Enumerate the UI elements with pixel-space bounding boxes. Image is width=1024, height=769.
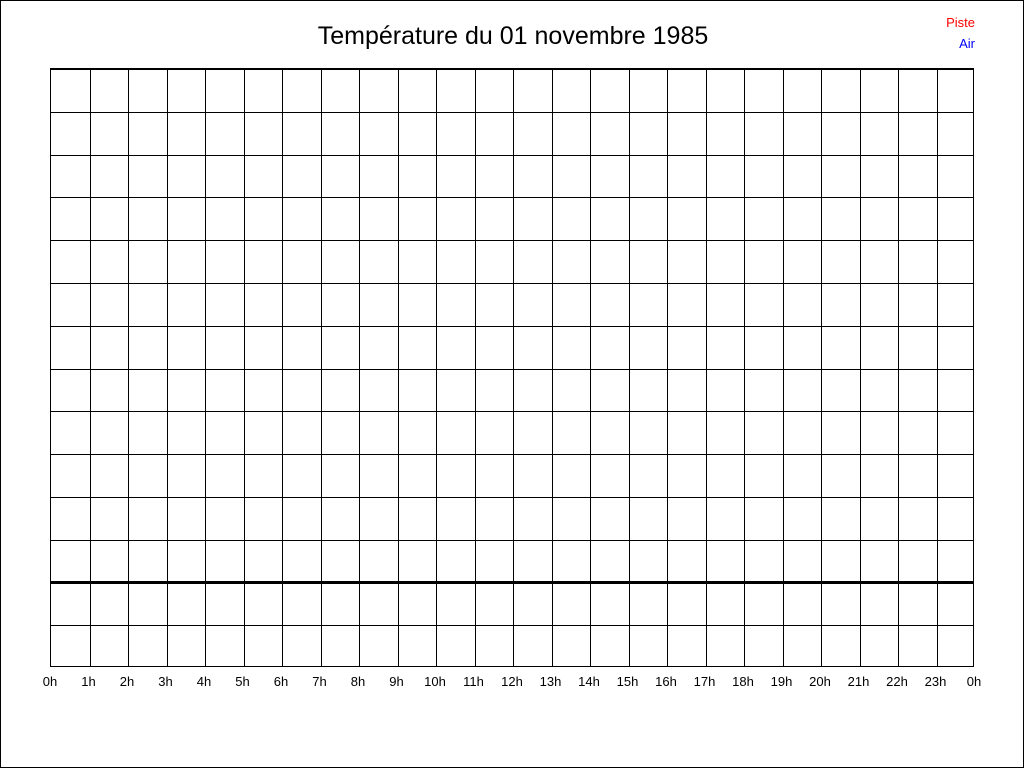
gridline-horizontal — [51, 154, 973, 156]
x-tick-label: 5h — [235, 674, 250, 689]
gridline-horizontal — [51, 539, 973, 541]
gridline-vertical — [89, 69, 91, 666]
gridline-vertical — [590, 69, 591, 666]
x-tick-label: 23h — [924, 674, 947, 689]
x-tick-label: 18h — [732, 674, 754, 689]
x-tick-label: 14h — [578, 674, 600, 689]
gridline-vertical — [474, 69, 476, 666]
gridline-vertical — [551, 69, 553, 666]
gridline-horizontal — [51, 240, 973, 242]
x-tick-label: 13h — [539, 674, 562, 689]
gridline-vertical — [397, 69, 399, 666]
zero-gridline — [51, 581, 973, 585]
x-tick-label: 2h — [119, 674, 135, 689]
x-tick-label: 20h — [809, 674, 831, 689]
gridline-vertical — [782, 69, 784, 666]
gridline-vertical — [128, 69, 129, 666]
x-tick-label: 12h — [501, 674, 523, 689]
gridline-vertical — [166, 69, 168, 666]
gridline-vertical — [436, 69, 437, 666]
x-tick-label: 9h — [389, 674, 404, 689]
gridline-horizontal — [51, 411, 973, 413]
gridline-vertical — [821, 69, 822, 666]
gridline-horizontal — [51, 325, 973, 327]
gridline-vertical — [705, 69, 707, 666]
series-layer — [51, 69, 974, 667]
gridline-horizontal — [51, 454, 973, 456]
x-tick-label: 3h — [158, 674, 173, 689]
x-tick-label: 0h — [966, 674, 982, 689]
x-tick-label: 22h — [886, 674, 908, 689]
x-tick-label: 15h — [616, 674, 639, 689]
gridline-horizontal — [51, 111, 973, 113]
gridline-vertical — [243, 69, 245, 666]
gridline-horizontal — [51, 368, 973, 370]
gridline-horizontal — [51, 197, 973, 199]
gridline-vertical — [859, 69, 861, 666]
x-tick-label: 1h — [81, 674, 96, 689]
gridline-vertical — [744, 69, 745, 666]
x-tick-label: 4h — [196, 674, 212, 689]
gridline-horizontal — [51, 282, 973, 284]
x-tick-label: 7h — [312, 674, 327, 689]
gridline-horizontal — [51, 496, 973, 498]
page-title: Température du 01 novembre 1985 — [317, 22, 709, 50]
gridline-vertical — [898, 69, 899, 666]
x-tick-label: 11h — [463, 674, 484, 689]
plot-area — [50, 68, 974, 667]
gridline-horizontal — [51, 625, 973, 627]
legend-item-air: Air — [959, 36, 975, 51]
gridline-vertical — [936, 69, 938, 666]
x-tick-label: 10h — [424, 674, 446, 689]
gridline-horizontal — [51, 69, 973, 70]
chart-legend: Piste Air — [946, 12, 975, 54]
legend-item-piste: Piste — [946, 15, 975, 30]
x-tick-label: 8h — [350, 674, 366, 689]
x-tick-label: 21h — [847, 674, 870, 689]
x-tick-label: 19h — [770, 674, 793, 689]
gridline-vertical — [320, 69, 322, 666]
gridline-vertical — [359, 69, 360, 666]
x-tick-label: 6h — [273, 674, 289, 689]
gridline-vertical — [205, 69, 206, 666]
x-tick-label: 0h — [42, 674, 58, 689]
gridline-vertical — [513, 69, 514, 666]
gridline-vertical — [667, 69, 668, 666]
gridline-vertical — [628, 69, 630, 666]
x-tick-label: 17h — [693, 674, 716, 689]
x-tick-label: 16h — [655, 674, 677, 689]
gridline-vertical — [282, 69, 283, 666]
